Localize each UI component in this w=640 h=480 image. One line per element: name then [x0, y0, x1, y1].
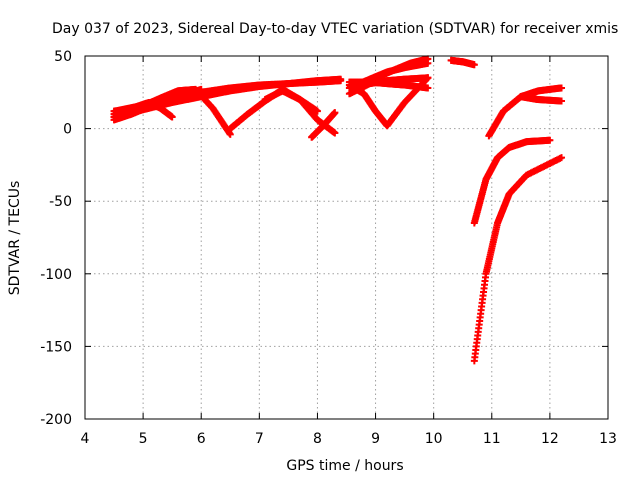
x-tick-label: 11 — [483, 431, 501, 447]
series-arc-13 — [366, 55, 432, 85]
tick-labels: 4 5 6 7 8 9 10 11 12 13 50 0 -50 -100 -150 -200 — [40, 49, 617, 447]
y-tick-label: -200 — [40, 412, 72, 428]
x-tick-label: 13 — [599, 431, 617, 447]
y-tick-label: -50 — [49, 194, 72, 210]
y-tick-label: 0 — [63, 122, 72, 138]
data-point — [168, 113, 176, 121]
x-tick-label: 8 — [313, 431, 322, 447]
data-point — [558, 154, 566, 162]
series-arc-17 — [485, 84, 566, 140]
x-tick-label: 9 — [371, 431, 380, 447]
data-point — [470, 61, 478, 69]
data-point — [424, 55, 432, 63]
y-tick-label: 50 — [54, 49, 72, 65]
data-point — [331, 129, 339, 137]
data-point — [331, 109, 339, 117]
x-tick-label: 5 — [139, 431, 148, 447]
x-tick-label: 12 — [541, 431, 559, 447]
series-arc-14 — [447, 56, 478, 69]
series-arc-16 — [470, 154, 566, 365]
series-arc-15 — [470, 136, 554, 227]
data-point — [313, 107, 321, 115]
series-arc-8 — [308, 109, 339, 141]
data-point — [558, 84, 566, 92]
x-tick-label: 6 — [197, 431, 206, 447]
data-point — [337, 75, 345, 83]
y-tick-label: -100 — [40, 267, 72, 283]
data-point — [558, 97, 566, 105]
plot-frame — [84, 55, 609, 420]
x-tick-label: 7 — [255, 431, 264, 447]
series-arc-12 — [345, 74, 432, 130]
series-arc-18 — [517, 93, 566, 105]
data-point — [546, 136, 554, 144]
chart-title: Day 037 of 2023, Sidereal Day-to-day VTE… — [52, 21, 618, 37]
series-arc-5 — [110, 85, 234, 138]
series-arc-7 — [261, 87, 339, 137]
x-axis-label: GPS time / hours — [286, 458, 403, 474]
y-tick-label: -150 — [40, 339, 72, 355]
grid-lines — [85, 56, 608, 419]
x-tick-label: 10 — [425, 431, 443, 447]
data-point — [424, 84, 432, 92]
data-point — [424, 74, 432, 82]
x-tick-label: 4 — [81, 431, 90, 447]
y-axis-label: SDTVAR / TECUs — [7, 181, 23, 296]
data-points — [110, 55, 566, 365]
